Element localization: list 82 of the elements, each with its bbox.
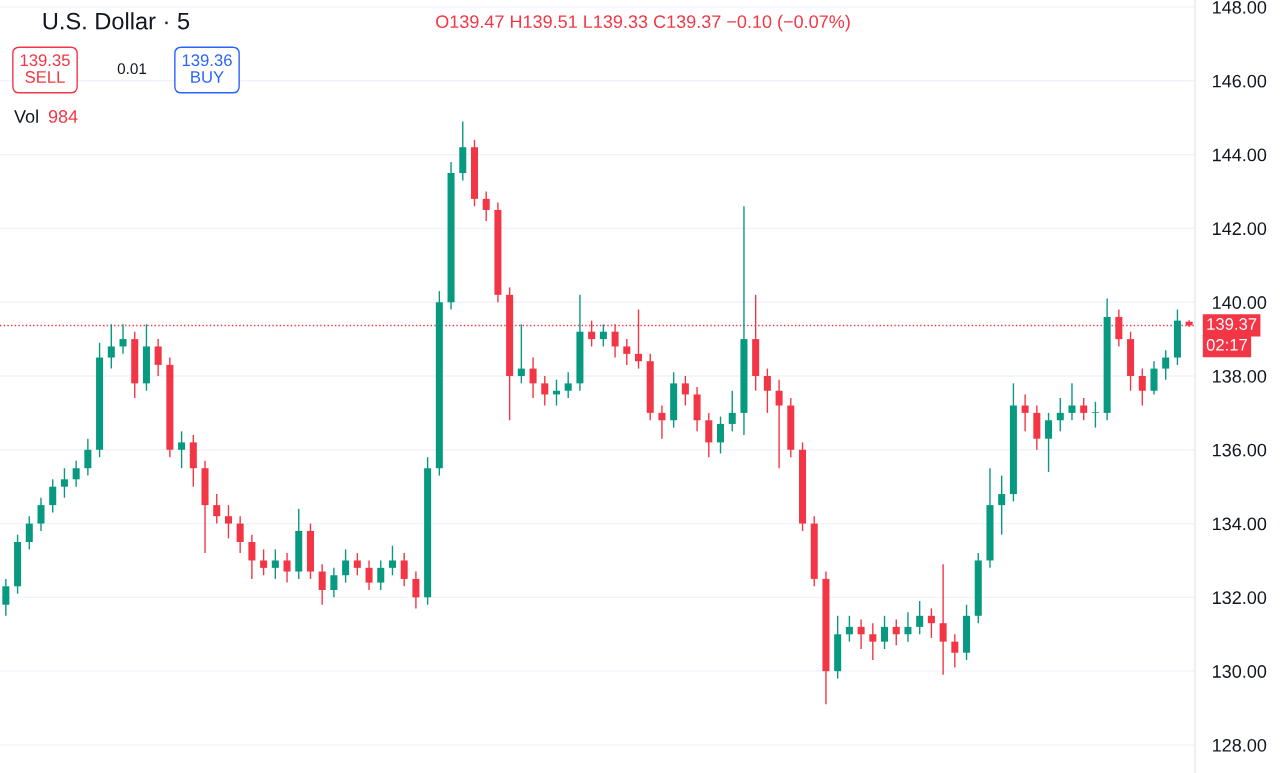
candlestick bbox=[728, 390, 736, 433]
y-tick-label: 146.00 bbox=[1213, 74, 1267, 88]
candlestick bbox=[717, 415, 725, 455]
annotation: 0.01 bbox=[117, 63, 147, 75]
candlestick bbox=[388, 545, 396, 576]
candlestick bbox=[84, 438, 92, 477]
candlestick bbox=[881, 615, 889, 650]
candlestick bbox=[517, 323, 525, 385]
candlestick bbox=[1150, 360, 1158, 396]
annotation: 139.36 BUY bbox=[182, 54, 232, 83]
candlestick bbox=[283, 552, 291, 584]
candlestick bbox=[377, 559, 385, 591]
candlestick bbox=[365, 559, 373, 591]
candlestick bbox=[529, 356, 537, 399]
y-tick-label: 130.00 bbox=[1213, 665, 1267, 678]
candlestick bbox=[845, 615, 853, 643]
candlestick bbox=[25, 515, 33, 551]
candlestick bbox=[353, 552, 361, 576]
candlestick bbox=[271, 548, 279, 580]
candlestick bbox=[60, 467, 68, 499]
y-tick-label: 140.00 bbox=[1213, 296, 1267, 309]
candlestick bbox=[998, 474, 1006, 536]
candlestick bbox=[681, 375, 689, 407]
candlestick bbox=[775, 378, 783, 469]
candlestick bbox=[248, 533, 256, 580]
candlestick bbox=[904, 611, 912, 643]
candlestick bbox=[564, 371, 572, 399]
candlestick bbox=[869, 622, 877, 661]
candlestick bbox=[2, 578, 10, 617]
candlestick bbox=[342, 548, 350, 584]
y-tick-label: 148.00 bbox=[1213, 0, 1267, 14]
candlestick bbox=[892, 618, 900, 647]
y-tick-label: 132.00 bbox=[1213, 591, 1267, 605]
y-tick-label: 144.00 bbox=[1213, 148, 1267, 162]
candlestick bbox=[119, 323, 127, 355]
candlestick bbox=[154, 338, 162, 377]
candlestick bbox=[623, 338, 631, 366]
candlestick bbox=[1068, 382, 1076, 421]
annotation: Vol bbox=[14, 109, 38, 123]
y-tick-label: 134.00 bbox=[1213, 517, 1267, 531]
chart-title: U.S. Dollar · 5 bbox=[43, 12, 190, 30]
annotation: 139.35 SELL bbox=[20, 54, 70, 83]
candlestick bbox=[763, 367, 771, 414]
candlestick bbox=[213, 493, 221, 525]
candlestick bbox=[260, 548, 268, 576]
candlestick bbox=[541, 375, 549, 407]
candlestick bbox=[1045, 412, 1053, 473]
candlestick bbox=[224, 504, 232, 540]
candlestick bbox=[107, 323, 115, 370]
y-tick-label: 138.00 bbox=[1213, 369, 1267, 383]
text: 02:17 bbox=[1206, 338, 1247, 351]
candlestick bbox=[951, 633, 959, 669]
ref-line-label: 139.37 bbox=[1207, 318, 1257, 330]
candlestick bbox=[611, 323, 619, 359]
candlestick bbox=[939, 563, 947, 676]
candlestick bbox=[1138, 367, 1146, 407]
candlestick bbox=[658, 404, 666, 440]
candlestick bbox=[1162, 349, 1170, 381]
candlestick bbox=[857, 618, 865, 650]
candlestick bbox=[400, 552, 408, 587]
candlestick bbox=[318, 563, 326, 606]
candlestick bbox=[412, 570, 420, 610]
candlestick bbox=[705, 412, 713, 458]
candlestick bbox=[1080, 397, 1088, 421]
candlestick bbox=[178, 430, 186, 469]
candlestick bbox=[482, 190, 490, 222]
y-tick-label: 142.00 bbox=[1213, 222, 1267, 236]
y-tick-label: 136.00 bbox=[1213, 443, 1267, 457]
candlestick bbox=[916, 600, 924, 635]
candlestick bbox=[37, 497, 45, 532]
y-tick-label: 128.00 bbox=[1213, 738, 1267, 752]
candlestick bbox=[1056, 397, 1064, 433]
annotation: O139.47 H139.51 L139.33 C139.37 −0.10 (−0.07%) bbox=[436, 14, 850, 32]
candlestick bbox=[72, 460, 80, 488]
candlestick bbox=[330, 567, 338, 599]
annotation: 984 bbox=[48, 110, 78, 123]
candlestick bbox=[236, 515, 244, 554]
candlestick bbox=[1021, 393, 1029, 433]
candlestick bbox=[927, 607, 935, 639]
candlestick bbox=[599, 323, 607, 348]
candlestick bbox=[49, 478, 57, 514]
candlestick bbox=[1091, 401, 1099, 429]
